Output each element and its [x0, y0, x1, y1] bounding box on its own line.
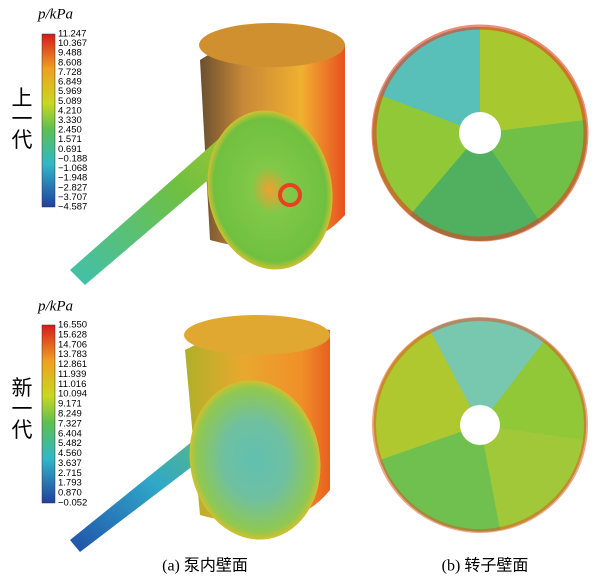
- rotor-wall-top: [373, 27, 587, 241]
- unit-title: p/kPa: [37, 298, 73, 314]
- caption: (a) 泵内壁面: [162, 556, 248, 575]
- color-bar: [42, 34, 55, 207]
- pump-wall-top: [70, 23, 345, 285]
- row-label: 上一代: [9, 87, 33, 150]
- figure: (a) 泵内壁面 (b) 转子壁面 p/kPa11.24710.3679.488…: [0, 0, 606, 578]
- pump-wall-bottom: [70, 315, 333, 552]
- scale-label: −0.052: [58, 498, 87, 509]
- unit-title: p/kPa: [37, 6, 73, 22]
- caption: (b) 转子壁面: [442, 556, 529, 575]
- row-label: 新一代: [9, 377, 33, 440]
- rotor-wall-bottom: [374, 318, 587, 532]
- color-bar: [42, 325, 55, 503]
- scale-label: −4.587: [58, 202, 87, 213]
